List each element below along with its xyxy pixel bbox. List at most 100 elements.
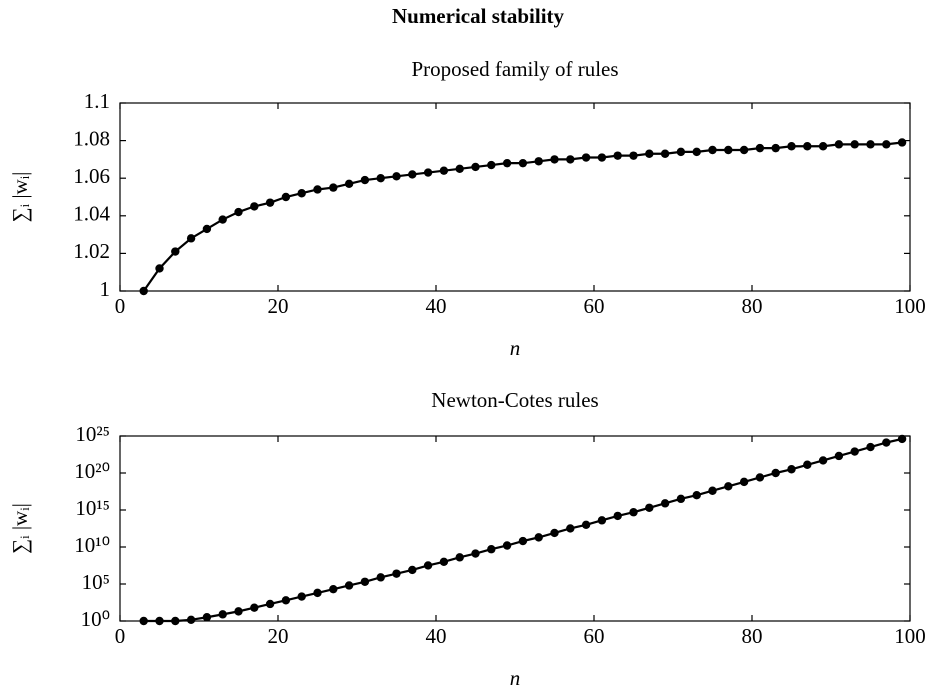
data-point [281, 596, 291, 605]
data-point [645, 503, 654, 512]
data-point [360, 175, 370, 185]
data-point [660, 149, 670, 158]
data-point [455, 553, 464, 562]
data-point [139, 616, 148, 626]
data-point [408, 170, 417, 179]
x-tick-label: 80 [742, 624, 763, 648]
data-point [676, 147, 686, 157]
data-point [265, 198, 275, 207]
data-point [265, 599, 275, 609]
plot-frame [119, 102, 911, 292]
data-point [850, 140, 859, 149]
data-point [566, 524, 575, 533]
data-point [487, 160, 496, 170]
data-point [787, 142, 796, 151]
data-point [897, 434, 907, 444]
data-point [392, 172, 401, 181]
data-point [613, 511, 622, 521]
data-point [329, 183, 338, 192]
data-point [250, 202, 259, 211]
main-title: Numerical stability [392, 4, 565, 28]
data-point [518, 158, 528, 168]
y-tick-label: 10¹⁰ [74, 533, 110, 557]
x-tick-label: 100 [894, 624, 926, 648]
data-point [139, 286, 148, 296]
data-point [250, 603, 259, 612]
y-tick-label: 10²⁰ [74, 459, 110, 483]
data-point [755, 143, 765, 153]
data-point [692, 147, 701, 157]
data-point [803, 142, 812, 151]
x-tick-label: 20 [268, 294, 289, 318]
data-point [313, 185, 322, 194]
data-point [866, 442, 875, 452]
data-point [645, 149, 654, 158]
y-tick-label: 1.02 [73, 239, 110, 263]
data-point [423, 168, 433, 177]
data-point [818, 142, 828, 151]
y-tick-label: 1.08 [73, 126, 110, 150]
data-point [171, 616, 180, 626]
x-tick-label: 0 [115, 294, 126, 318]
data-point [803, 460, 812, 469]
data-point [692, 491, 701, 500]
subplot-title: Newton-Cotes rules [431, 388, 598, 412]
data-point [502, 541, 512, 550]
data-point [739, 477, 749, 487]
x-tick-label: 40 [426, 624, 447, 648]
data-point [455, 164, 464, 173]
data-point [376, 174, 385, 183]
y-tick-label: 10²⁵ [75, 422, 110, 446]
data-point [708, 145, 717, 155]
data-point [171, 247, 180, 256]
data-point [234, 207, 243, 217]
data-point [360, 577, 370, 586]
data-point [882, 438, 891, 447]
data-point [439, 166, 449, 175]
data-point [850, 447, 859, 456]
data-point [771, 143, 780, 153]
data-point [613, 151, 622, 160]
y-tick-label: 1.1 [84, 89, 110, 113]
data-point [423, 561, 433, 570]
data-point [439, 557, 449, 566]
data-point [408, 565, 417, 575]
data-point [724, 482, 733, 491]
data-point [708, 486, 717, 495]
x-tick-label: 0 [115, 624, 126, 648]
data-point [518, 536, 528, 546]
data-point [739, 145, 749, 155]
x-axis-label: n [510, 336, 521, 360]
data-point [787, 465, 796, 474]
data-point [234, 607, 243, 616]
x-tick-label: 60 [584, 294, 605, 318]
data-point [597, 516, 607, 525]
subplot-title: Proposed family of rules [411, 57, 618, 81]
data-point [882, 140, 891, 149]
data-point [534, 533, 543, 542]
y-axis-label: ∑ᵢ |wᵢ| [8, 503, 32, 554]
data-point [660, 499, 670, 508]
data-point [155, 264, 164, 273]
data-point [392, 569, 401, 578]
data-point [581, 520, 591, 529]
data-point [834, 451, 844, 461]
data-point [186, 615, 196, 625]
data-point [376, 573, 385, 582]
data-point [155, 616, 164, 626]
y-tick-label: 1 [100, 277, 111, 301]
y-tick-label: 10¹⁵ [75, 496, 110, 520]
data-point [344, 179, 354, 189]
data-point [724, 145, 733, 155]
x-tick-label: 40 [426, 294, 447, 318]
y-tick-label: 10⁰ [81, 607, 110, 631]
data-point [487, 545, 496, 554]
data-point [202, 613, 212, 622]
data-point [202, 224, 212, 234]
data-point [502, 158, 512, 168]
data-point [566, 155, 575, 164]
data-point [755, 473, 765, 482]
data-point [329, 584, 338, 594]
data-point [344, 581, 354, 590]
